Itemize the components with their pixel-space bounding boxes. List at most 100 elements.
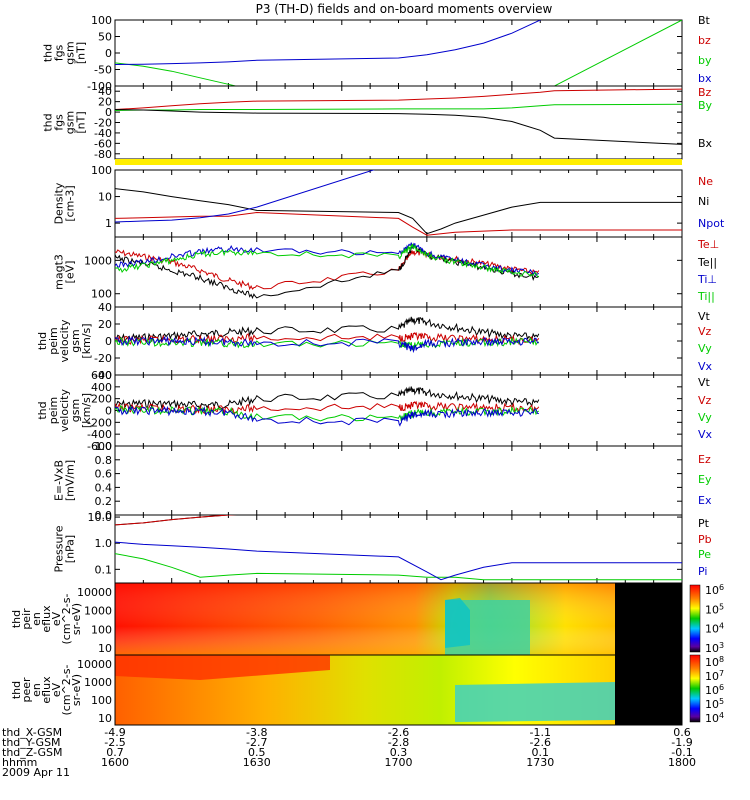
x-axis-value: -2.5: [104, 736, 125, 749]
series-line-ne: [115, 211, 682, 236]
y-axis-label: en: [30, 612, 43, 626]
colorbar-tick-label: 103: [705, 641, 724, 655]
series-group: [115, 515, 682, 581]
x-axis-row-label: thd_X-GSM: [2, 726, 62, 739]
legend-entry: Pb: [698, 533, 712, 546]
y-tick-label: 1: [105, 217, 112, 230]
x-axis-value: -1.1: [530, 726, 551, 739]
y-tick-label: 10: [98, 712, 112, 725]
series-line-bx: [115, 109, 682, 145]
y-tick-label: 0: [105, 106, 112, 119]
series-line-ti: [115, 243, 539, 278]
legend-entry: Pi: [698, 565, 707, 578]
y-tick-label: 600: [91, 369, 112, 382]
panel-frame: [114, 169, 683, 238]
y-axis-label: gsm: [69, 399, 82, 422]
y-tick-label: 50: [98, 31, 112, 44]
colorbar-tick-label: 105: [705, 602, 724, 616]
x-axis-value: 1630: [243, 756, 271, 769]
x-axis-value: -2.8: [388, 736, 409, 749]
x-axis-value: 1700: [385, 756, 413, 769]
y-axis-label: gsm: [64, 41, 77, 64]
axes-peer_spectrogram: 10000 1000 100 10 thdpeerenefluxeV(cm^2-s-sr…: [10, 658, 120, 725]
peir-colorbar: [689, 584, 701, 653]
y-axis-label: sr-eV): [70, 603, 83, 635]
x-axis-value: -2.7: [246, 736, 267, 749]
legend-entry: by: [698, 54, 712, 67]
y-axis-label: eV: [50, 682, 63, 697]
legend-entry: Vt: [698, 310, 711, 323]
y-axis-label: en: [30, 683, 43, 697]
y-tick-label: 10: [98, 642, 112, 655]
peer-frame: [114, 654, 683, 726]
peir-low-flux-core: [445, 598, 470, 648]
peer-no-data: [615, 655, 682, 725]
y-tick-label: -60: [94, 137, 112, 150]
x-axis-value: 0.3: [390, 746, 408, 759]
legend-entry: Vy: [698, 411, 712, 424]
y-tick-label: 1000: [84, 676, 112, 689]
legend-entry: Te||: [697, 256, 717, 269]
y-tick-label: 0: [105, 47, 112, 60]
date-label: 2009 Apr 11: [2, 766, 70, 779]
legend-entry: Ti||: [697, 290, 715, 303]
y-tick-label: -600: [87, 440, 112, 453]
y-tick-label: 1.0: [95, 537, 113, 550]
series-line-by: [115, 20, 682, 86]
series-group: [115, 386, 540, 427]
y-tick-label: 20: [98, 318, 112, 331]
y-axis-label: (cm^2-s-: [60, 665, 73, 716]
legend-entry: Bt: [698, 14, 711, 27]
peer-colorbar: [689, 654, 701, 723]
y-axis-label: Pressure: [53, 525, 66, 572]
y-tick-label: 100: [91, 623, 112, 636]
y-tick-label: 40: [98, 85, 112, 98]
colorbar-tick-label: 107: [705, 669, 724, 683]
x-axis-value: 0.5: [248, 746, 266, 759]
y-axis-label: eflux: [40, 605, 53, 633]
panel-density: 100 10 1 Density[cm-3] Ne Ni Npot: [53, 164, 725, 238]
y-tick-label: 0.0: [95, 509, 113, 522]
panel-frame: [114, 19, 683, 87]
y-tick-label: 0.8: [95, 454, 113, 467]
legend-entry: Te⊥: [697, 238, 719, 251]
y-tick-label: 40: [98, 301, 112, 314]
y-tick-label: -400: [87, 428, 112, 441]
y-tick-label: 10: [98, 191, 112, 204]
y-axis-label: thd: [36, 401, 49, 419]
series-line-vt: [115, 386, 540, 411]
panel-frame: [114, 514, 683, 584]
axes-peir_spectrogram: 10000 1000 100 10 thdpeirenefluxeV(cm^2-s-sr…: [10, 586, 120, 655]
y-axis-label: thd: [42, 44, 55, 62]
legend-entry: Ey: [698, 473, 712, 486]
x-axis-value: 1600: [101, 756, 129, 769]
series-group: [115, 242, 540, 300]
y-tick-label: 100: [91, 14, 112, 27]
y-tick-label: 400: [91, 381, 112, 394]
y-axis-label: peim: [47, 397, 60, 425]
y-axis-label: Density: [53, 182, 66, 224]
y-tick-label: -50: [94, 64, 112, 77]
panel-group: 100500-50-100thdfgsgsm[nT]Btbzbybx40200-…: [10, 14, 725, 725]
y-tick-label: 10000: [77, 658, 112, 671]
panel-frame: [114, 85, 683, 160]
colorbar-tick-label: 106: [705, 583, 724, 597]
y-axis-label: [nT]: [75, 42, 88, 64]
series-line-pe: [115, 553, 682, 581]
panel-temperature: 1000 100 magt3[eV] Te⊥ Te|| Ti⊥ Ti||: [53, 236, 719, 308]
x-axis-row-label: hhmm: [2, 756, 37, 769]
peir-spectrogram: [114, 582, 683, 656]
y-tick-label: 100: [91, 288, 112, 301]
x-axis-value: 1730: [526, 756, 554, 769]
series-line-npot: [115, 170, 376, 223]
y-axis-label: fgs: [53, 114, 66, 131]
y-axis-label: [km/s]: [80, 323, 93, 358]
y-tick-label: 10.0: [88, 511, 113, 524]
y-tick-label: 0.2: [95, 495, 113, 508]
legend-entry: Bx: [698, 137, 713, 150]
y-tick-label: 20: [98, 96, 112, 109]
legend-entry: Ex: [698, 494, 712, 507]
y-axis-label: gsm: [64, 111, 77, 134]
series-line-bx: [115, 20, 541, 65]
